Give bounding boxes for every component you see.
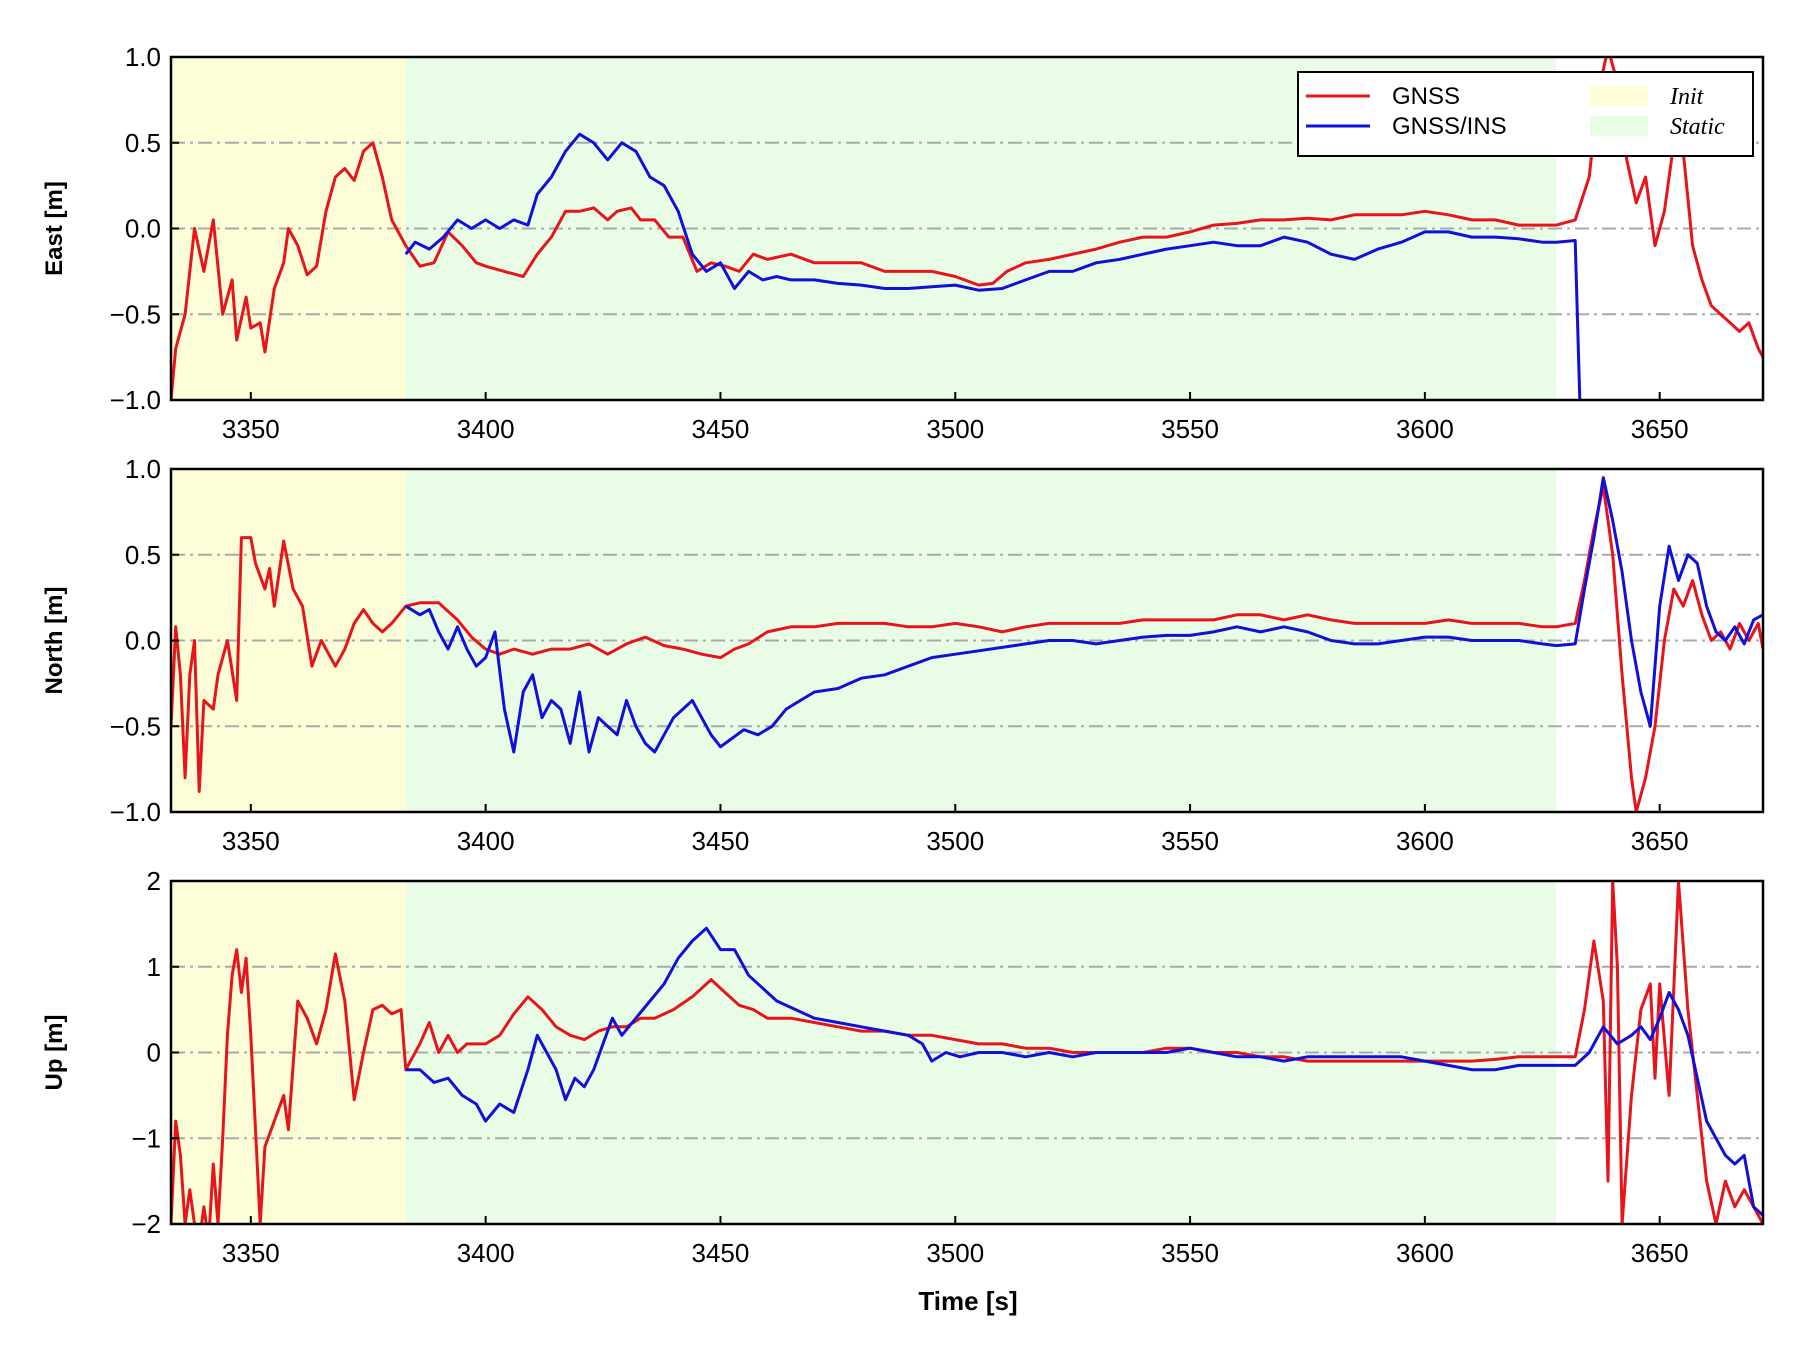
gnss-series-line [171, 881, 1763, 1224]
y-tick-label: −1.0 [110, 385, 161, 415]
x-tick-label: 3350 [222, 1238, 280, 1268]
y-tick-label: 1 [147, 952, 161, 982]
legend-init-label: Init [1669, 84, 1705, 110]
x-tick-label: 3400 [457, 826, 515, 856]
x-tick-label: 3550 [1161, 1238, 1219, 1268]
y-tick-label: −2 [131, 1209, 161, 1239]
y-tick-label: 0.0 [125, 626, 161, 656]
x-tick-label: 3450 [692, 414, 750, 444]
y-tick-label: 2 [147, 866, 161, 896]
gnss-ins-series-line [405, 476, 1763, 754]
up-panel: −2 −1 0 1 2 3350 3400 3450 3500 3550 3600 3650 Up [m… [41, 866, 1765, 1268]
y-tick-label: −0.5 [110, 711, 161, 741]
gnss-ins-series-line [404, 132, 1582, 400]
y-axis-label: East [m] [41, 181, 68, 276]
y-tick-label: −1 [131, 1123, 161, 1153]
y-tick-label: 1.0 [125, 454, 161, 484]
y-tick-label: 0.5 [125, 540, 161, 570]
gnss-series-line [171, 484, 1763, 812]
x-tick-label: 3600 [1396, 1238, 1454, 1268]
y-tick-label: −0.5 [110, 299, 161, 329]
y-tick-label: 0.0 [125, 214, 161, 244]
x-tick-label: 3550 [1161, 826, 1219, 856]
x-tick-label: 3400 [457, 1238, 515, 1268]
gnss-ins-series-line [405, 926, 1763, 1217]
x-tick-label: 3350 [222, 414, 280, 444]
legend-static-swatch [1590, 116, 1648, 136]
y-tick-label: 0.5 [125, 128, 161, 158]
x-tick-label: 3600 [1396, 414, 1454, 444]
legend-gnss-label: GNSS [1392, 83, 1460, 110]
y-tick-label: −1.0 [110, 797, 161, 827]
x-tick-label: 3350 [222, 826, 280, 856]
north-panel: −1.0 −0.5 0.0 0.5 1.0 3350 3400 3450 3500 3550 360… [41, 454, 1765, 856]
legend-box [1297, 71, 1754, 157]
x-tick-label: 3500 [926, 414, 984, 444]
x-axis-label: Time [s] [918, 1286, 1017, 1316]
legend: GNSS GNSS/INS Init Static [1297, 71, 1754, 157]
x-tick-label: 3600 [1396, 826, 1454, 856]
y-tick-label: 0 [147, 1038, 161, 1068]
y-axis-label: North [m] [41, 587, 68, 695]
x-tick-label: 3650 [1631, 1238, 1689, 1268]
x-tick-label: 3400 [457, 414, 515, 444]
x-tick-label: 3500 [926, 826, 984, 856]
legend-gnss-ins-label: GNSS/INS [1392, 113, 1507, 140]
y-tick-label: 1.0 [125, 42, 161, 72]
legend-init-swatch [1590, 86, 1648, 106]
x-tick-label: 3500 [926, 1238, 984, 1268]
x-tick-label: 3450 [692, 826, 750, 856]
legend-static-label: Static [1670, 114, 1725, 140]
y-axis-label: Up [m] [41, 1015, 68, 1091]
x-tick-label: 3550 [1161, 414, 1219, 444]
x-tick-label: 3650 [1631, 414, 1689, 444]
x-tick-label: 3450 [692, 1238, 750, 1268]
x-tick-label: 3650 [1631, 826, 1689, 856]
